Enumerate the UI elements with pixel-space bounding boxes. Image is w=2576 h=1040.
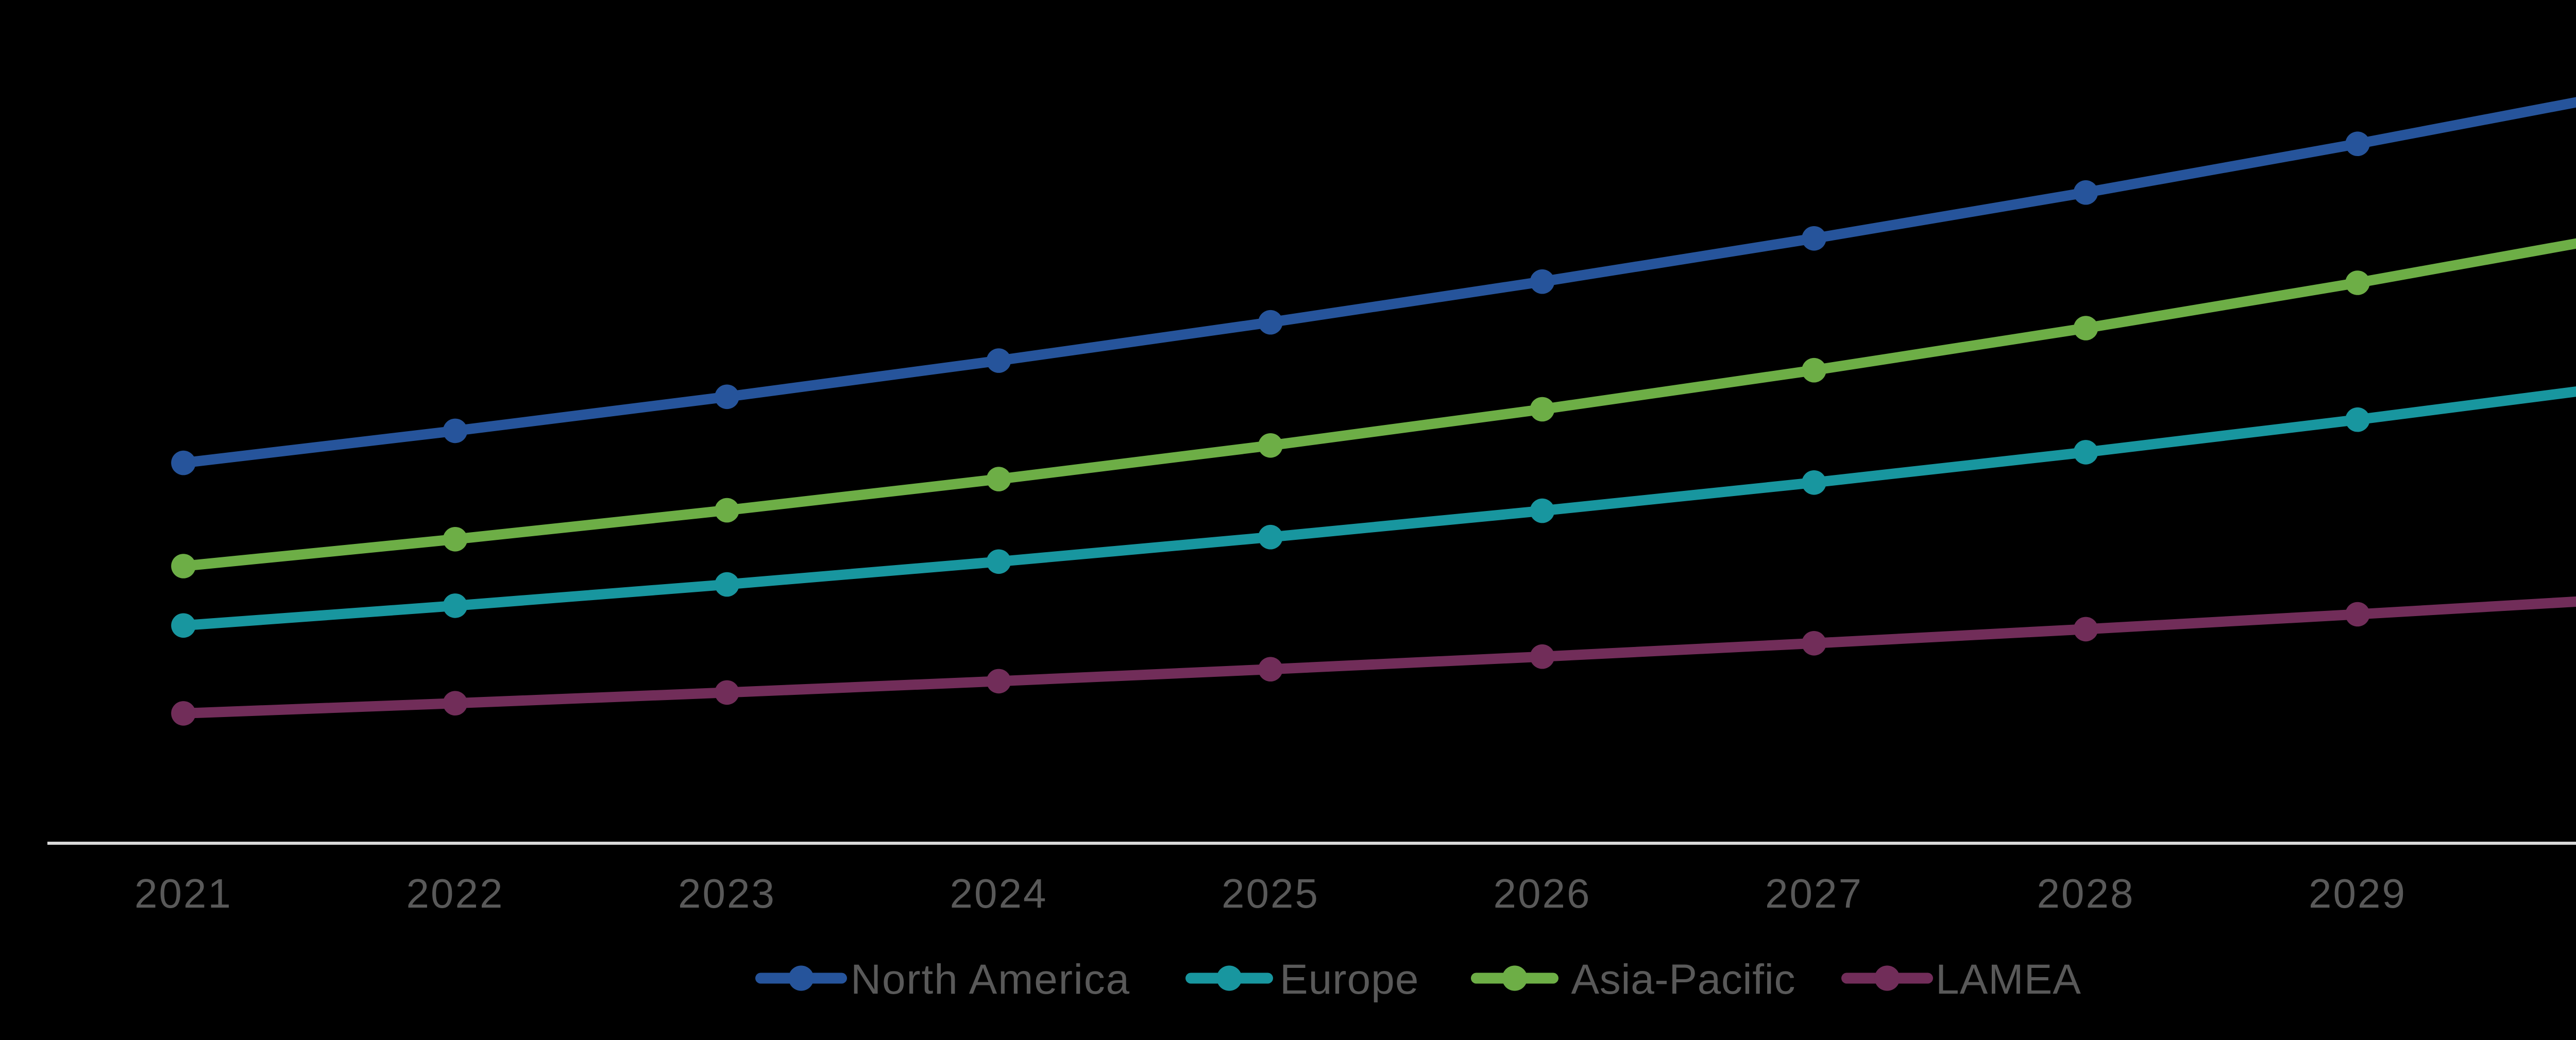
svg-text:2021: 2021 [134,871,232,916]
svg-text:Europe: Europe [1280,956,1419,1003]
svg-text:2022: 2022 [406,871,504,916]
svg-text:Asia-Pacific: Asia-Pacific [1571,956,1796,1003]
svg-text:2028: 2028 [2037,871,2135,916]
svg-text:2027: 2027 [1765,871,1863,916]
svg-text:2029: 2029 [2309,871,2406,916]
svg-text:2024: 2024 [950,871,1048,916]
svg-text:LAMEA: LAMEA [1936,956,2081,1003]
svg-text:2026: 2026 [1494,871,1591,916]
svg-text:2023: 2023 [678,871,776,916]
svg-text:North America: North America [851,956,1130,1003]
svg-text:2025: 2025 [1222,871,1319,916]
